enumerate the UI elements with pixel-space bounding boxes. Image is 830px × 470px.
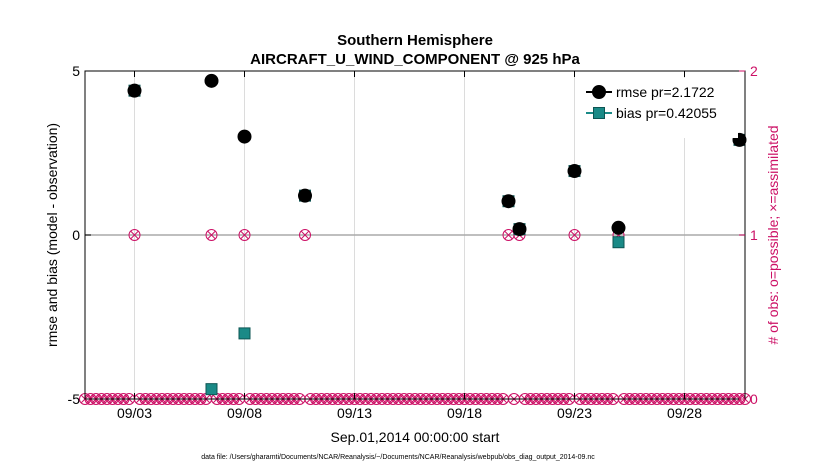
rmse-point [127,83,142,98]
obs-count-marker [205,229,218,241]
legend-rmse-label: rmse pr=2.1722 [616,84,715,100]
rmse-point [611,220,626,235]
y-tick-label: 5 [72,63,80,79]
x-axis: 09/03 09/08 09/13 09/18 09/23 09/28 [117,71,702,421]
bias-point [205,383,218,396]
y-axis-label: rmse and bias (model - observation) [44,123,60,347]
rmse-point [298,188,312,203]
legend: rmse pr=2.1722 bias pr=0.42055 [578,78,738,138]
obs-possible-circle [205,229,218,241]
legend-bias-marker [593,107,605,119]
rmse-point [512,222,527,237]
legend-rmse-marker [592,85,606,99]
rmse-point [237,129,252,144]
obs-possible-circle [299,229,311,241]
rmse-point [501,194,516,209]
rmse-point [567,164,582,179]
y-tick-label: -5 [68,391,81,407]
obs-assimilated-cross [504,230,513,240]
chart-title: Southern Hemisphere [337,32,493,49]
obs-count-marker [128,229,141,241]
y-axis-right: 0 1 2 [739,63,758,407]
obs-possible-circle [128,229,141,241]
obs-assimilated-cross [240,230,249,240]
chart-subtitle: AIRCRAFT_U_WIND_COMPONENT @ 925 hPa [250,51,580,68]
obs-count-marker [568,229,581,241]
obs-assimilated-cross [570,230,579,240]
y2-axis-label: # of obs: o=possible; ×=assimilated [765,125,781,344]
x-axis-label: Sep.01,2014 00:00:00 start [331,429,500,445]
obs-possible-circle [238,229,251,241]
y2-tick-label: 1 [750,227,758,243]
rmse-series [127,73,747,237]
obs-possible-circle [568,229,581,241]
x-tick-label: 09/23 [557,405,592,421]
x-tick-label: 09/28 [667,405,702,421]
y-tick-label: 0 [72,227,80,243]
y2-tick-label: 0 [750,391,758,407]
x-tick-label: 09/03 [117,405,152,421]
legend-bias-label: bias pr=0.42055 [616,105,717,121]
x-tick-label: 09/08 [227,405,262,421]
obs-assimilated-cross [207,230,216,240]
y-axis-left: -5 0 5 [68,63,91,407]
y2-tick-label: 2 [750,63,758,79]
bias-point [238,327,251,340]
footnote: data file: /Users/gharamti/Documents/NCA… [201,454,595,461]
obs-count-marker [299,229,311,241]
rmse-point [204,73,219,88]
x-tick-label: 09/13 [337,405,372,421]
obs-assimilated-cross [130,230,139,240]
bias-point [612,236,625,249]
obs-assimilated-cross [300,230,310,240]
x-tick-label: 09/18 [447,405,482,421]
obs-count-marker [238,229,251,241]
